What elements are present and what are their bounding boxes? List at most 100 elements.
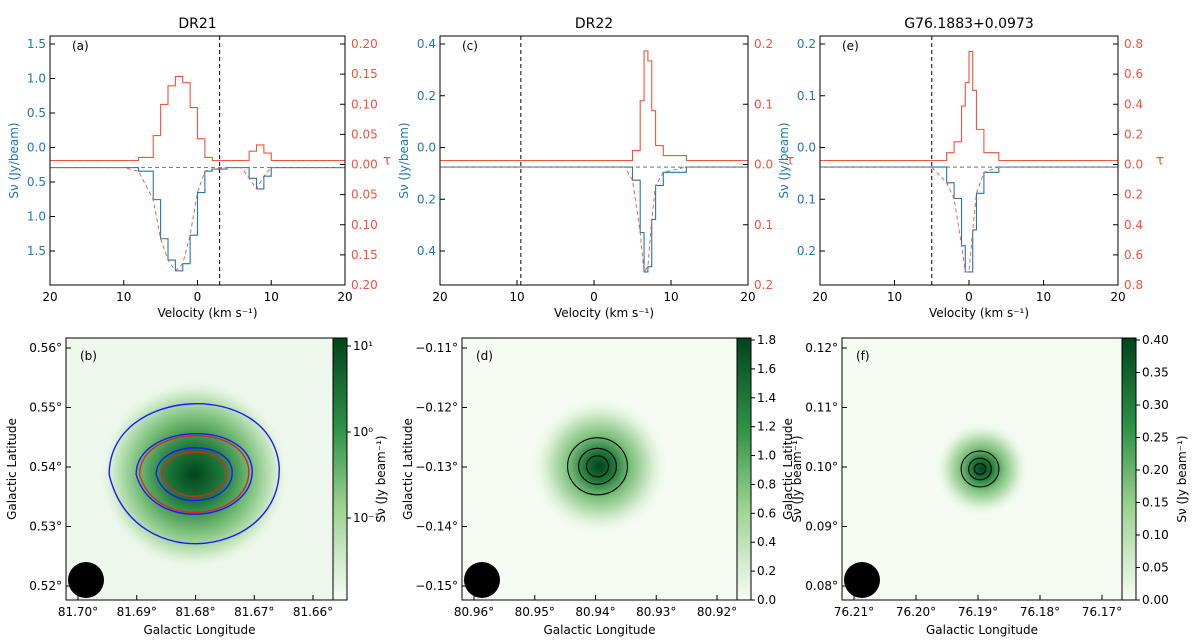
x-tick-label: 80.96° [454, 605, 494, 619]
colorbar-tick-label: 0.0 [757, 593, 776, 607]
y-tick-label: 1.0 [27, 72, 46, 86]
y-tick-label: −0.13° [415, 460, 458, 474]
y2-tick-label: 0.0 [754, 158, 773, 172]
x-tick-label: 10 [887, 290, 902, 304]
panel-label: (e) [842, 39, 859, 53]
y-tick-label: 0.2 [797, 37, 816, 51]
beam-marker [68, 562, 104, 598]
y-tick-label: 0.1 [797, 89, 816, 103]
y-axis-label: Sν (Jy/beam) [7, 122, 21, 198]
x-tick-label: 20 [42, 290, 57, 304]
contour-line [968, 457, 992, 481]
x-tick-label: 81.70° [58, 605, 98, 619]
y-tick-label: 0.2 [797, 244, 816, 258]
contour-line [108, 403, 280, 545]
y2-tick-label: 0.2 [754, 37, 773, 51]
y2-tick-label: 0.6 [1124, 248, 1143, 262]
panel-label: (d) [476, 349, 493, 363]
y2-tick-label: 0.2 [754, 278, 773, 292]
y2-tick-label: 0.10 [351, 218, 378, 232]
colorbar-tick-label: 10¹ [353, 339, 373, 353]
colorbar-tick-label: 0.8 [757, 477, 776, 491]
y-tick-label: −0.14° [415, 520, 458, 534]
y2-tick-label: 0.1 [754, 218, 773, 232]
colorbar-tick-label: 0.10 [1142, 528, 1169, 542]
contour-line [161, 451, 228, 498]
y-tick-label: 0.53° [29, 520, 62, 534]
panel-label: (c) [462, 39, 478, 53]
colorbar-tick-label: 0.35 [1142, 366, 1169, 380]
panel-label: (f) [856, 349, 870, 363]
x-tick-label: 81.68° [175, 605, 215, 619]
y-tick-label: 0.11° [805, 401, 838, 415]
contour-line [578, 447, 617, 485]
y-tick-label: 0.0 [797, 141, 816, 155]
panel-title: DR22 [575, 16, 613, 32]
map-panel-f: (f) 76.21° 76.20° 76.19° 76.18° 76.17° Galacti… [781, 333, 1189, 637]
source-emission [529, 396, 670, 537]
y2-axis-label: τ [1156, 154, 1164, 169]
colorbar-tick-label: 0.40 [1142, 333, 1169, 347]
flux-series-line [820, 166, 1118, 273]
colorbar-tick-label: 10⁰ [353, 425, 373, 439]
colorbar-label: Sν (Jy beam⁻¹) [374, 435, 388, 522]
contour-line [138, 435, 250, 514]
y-axis-label: Galactic Latitude [5, 418, 19, 520]
x-tick-label: 10 [509, 290, 524, 304]
colorbar-label: Sν (Jy beam⁻¹) [790, 435, 804, 522]
y-tick-label: 0.0 [417, 141, 436, 155]
flux-series-line [50, 167, 345, 272]
x-tick-label: 76.17° [1082, 605, 1122, 619]
y2-tick-label: 0.4 [1124, 97, 1143, 111]
y-tick-label: 0.4 [417, 244, 436, 258]
x-tick-label: 76.20° [896, 605, 936, 619]
y-tick-label: −0.12° [415, 401, 458, 415]
y-tick-label: 1.5 [27, 37, 46, 51]
beam-marker [844, 562, 880, 598]
colorbar-tick-label: 1.0 [757, 449, 776, 463]
x-axis-label: Velocity (km s⁻¹) [157, 306, 257, 320]
x-tick-label: 20 [1110, 290, 1125, 304]
x-tick-label: 76.18° [1020, 605, 1060, 619]
contour-line [960, 450, 1000, 488]
x-tick-label: 80.95° [515, 605, 555, 619]
panel-title: DR21 [178, 16, 216, 32]
colorbar-tick-label: 0.4 [757, 535, 776, 549]
colorbar-tick-label: 0.6 [757, 506, 776, 520]
x-axis-label: Galactic Longitude [143, 623, 255, 637]
y-axis-label: Sν (Jy/beam) [397, 122, 411, 198]
y2-tick-label: 0.05 [351, 188, 378, 202]
y-tick-label: 1.5 [27, 244, 46, 258]
x-axis-label: Velocity (km s⁻¹) [929, 306, 1029, 320]
colorbar [736, 337, 752, 601]
y-tick-label: −0.11° [415, 341, 458, 355]
x-tick-label: 76.19° [958, 605, 998, 619]
y-tick-label: 0.0 [27, 141, 46, 155]
colorbar [332, 337, 348, 601]
y2-tick-label: 0.10 [351, 97, 378, 111]
y-tick-label: 0.09° [805, 520, 838, 534]
x-tick-label: 81.69° [117, 605, 157, 619]
spectrum-panel-a: DR21 (a) 20 10 0 10 20 Velocity (km s⁻¹) 1.5 1.0 0… [7, 16, 391, 320]
x-tick-label: 81.66° [293, 605, 333, 619]
x-tick-label: 80.92° [697, 605, 737, 619]
x-tick-label: 10 [116, 290, 131, 304]
x-tick-label: 0 [590, 290, 598, 304]
x-tick-label: 20 [740, 290, 755, 304]
flux-series-line [440, 166, 748, 273]
y2-tick-label: 0.20 [351, 278, 378, 292]
colorbar-tick-label: 0.20 [1142, 463, 1169, 477]
x-tick-label: 80.93° [636, 605, 676, 619]
tau-series-line [820, 51, 1118, 162]
y-tick-label: 0.4 [417, 37, 436, 51]
x-tick-label: 10 [264, 290, 279, 304]
y2-tick-label: 0.20 [351, 37, 378, 51]
y-tick-label: 0.2 [417, 89, 436, 103]
source-emission [99, 379, 290, 570]
fit-series-line [440, 166, 748, 274]
y-tick-label: 0.10° [805, 460, 838, 474]
contour-line [585, 455, 610, 478]
colorbar [1121, 337, 1137, 601]
y2-tick-label: 0.4 [1124, 218, 1143, 232]
